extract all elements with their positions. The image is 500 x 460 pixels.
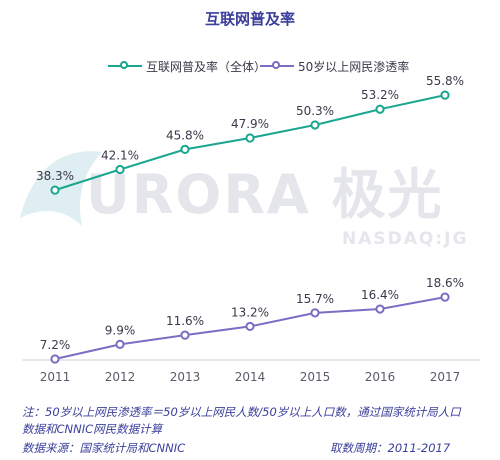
x-axis-ticks: 2011 2012 2013 2014 2015 2016 2017 <box>40 370 461 384</box>
footnote: 注：50岁以上网民渗透率＝50岁以上网民人数/50岁以上人口数，通过国家统计局人… <box>22 404 492 438</box>
data-period: 取数周期：2011-2017 <box>330 441 451 455</box>
legend-label-internet-penetration: 互联网普及率（全体） <box>146 59 267 74</box>
chart-title: 互联网普及率 <box>204 10 295 28</box>
watermark-subtext: NASDAQ:JG <box>342 229 468 249</box>
data-point-internet-penetration-2014 <box>245 133 255 143</box>
footnote-line-2: 数据和CNNIC网民数据计算 <box>22 422 163 436</box>
data-label-internet-penetration-2014: 47.9% <box>231 117 269 131</box>
legend-item-50plus-penetration: 50岁以上网民渗透率 <box>260 56 409 76</box>
data-label-50plus-penetration-2016: 16.4% <box>361 288 399 302</box>
legend: 互联网普及率（全体） 50岁以上网民渗透率 <box>0 56 500 76</box>
legend-item-internet-penetration: 互联网普及率（全体） <box>108 56 266 76</box>
data-point-internet-penetration-2011 <box>50 185 60 195</box>
data-label-50plus-penetration-2014: 13.2% <box>231 305 269 319</box>
data-point-50plus-penetration-2014 <box>245 321 255 332</box>
data-point-50plus-penetration-2013 <box>180 330 190 340</box>
x-tick-label-2016: 2016 <box>365 370 396 384</box>
legend-swatch-internet-penetration <box>108 60 142 72</box>
data-label-internet-penetration-2017: 55.8% <box>426 74 464 88</box>
data-point-internet-penetration-2017 <box>440 90 450 100</box>
legend-label-50plus-penetration: 50岁以上网民渗透率 <box>298 59 410 74</box>
x-tick-label-2011: 2011 <box>40 370 71 384</box>
data-label-internet-penetration-2016: 53.2% <box>361 88 399 102</box>
x-tick-label-2012: 2012 <box>105 370 136 384</box>
data-point-50plus-penetration-2016 <box>375 304 385 314</box>
data-point-internet-penetration-2016 <box>375 104 385 114</box>
x-tick-label-2013: 2013 <box>170 370 201 384</box>
data-label-internet-penetration-2012: 42.1% <box>101 148 139 162</box>
data-label-50plus-penetration-2011: 7.2% <box>40 338 71 352</box>
watermark: URORA 极光 NASDAQ:JG <box>20 151 468 249</box>
legend-swatch-50plus-penetration <box>260 60 294 72</box>
x-tick-label-2017: 2017 <box>430 370 461 384</box>
data-point-internet-penetration-2012 <box>115 164 125 175</box>
data-point-internet-penetration-2013 <box>180 144 190 155</box>
data-point-internet-penetration-2015 <box>310 120 320 130</box>
x-tick-label-2015: 2015 <box>300 370 331 384</box>
data-label-internet-penetration-2011: 38.3% <box>36 169 74 183</box>
data-point-50plus-penetration-2012 <box>115 339 125 349</box>
data-label-internet-penetration-2013: 45.8% <box>166 128 204 142</box>
series: 38.3% 42.1% 45.8% 47.9% 50.3% 53.2% 55.8% 7.2% 9… <box>36 74 464 364</box>
watermark-logo-text: URORA 极光 <box>86 163 444 226</box>
footnote-line-1: 注：50岁以上网民渗透率＝50岁以上网民人数/50岁以上人口数，通过国家统计局人… <box>22 405 461 419</box>
data-point-50plus-penetration-2015 <box>310 308 320 318</box>
data-label-50plus-penetration-2012: 9.9% <box>105 323 136 337</box>
data-label-50plus-penetration-2013: 11.6% <box>166 314 204 328</box>
data-point-50plus-penetration-2017 <box>440 292 450 302</box>
data-label-50plus-penetration-2015: 15.7% <box>296 292 334 306</box>
x-tick-label-2014: 2014 <box>235 370 266 384</box>
data-source: 数据来源：国家统计局和CNNIC <box>22 441 186 455</box>
data-point-50plus-penetration-2011 <box>50 354 60 364</box>
data-label-50plus-penetration-2017: 18.6% <box>426 276 464 290</box>
data-label-internet-penetration-2015: 50.3% <box>296 104 334 118</box>
